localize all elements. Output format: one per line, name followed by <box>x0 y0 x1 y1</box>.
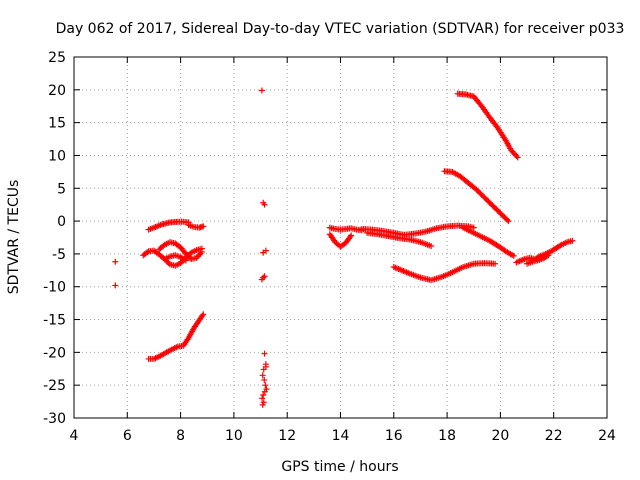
data-point <box>492 204 499 211</box>
data-point <box>165 260 172 267</box>
data-point <box>259 372 266 379</box>
data-point <box>177 260 184 267</box>
grid <box>74 57 607 418</box>
data-point <box>428 243 435 250</box>
data-point <box>261 376 268 383</box>
data-point <box>514 154 521 161</box>
data-point <box>505 218 512 225</box>
data-point <box>260 274 267 281</box>
y-axis-label: SDTVAR / TECUs <box>6 180 22 295</box>
data-point <box>259 401 266 408</box>
data-point <box>181 256 188 263</box>
data-point <box>261 350 268 357</box>
data-point <box>496 208 503 215</box>
data-point <box>494 207 501 214</box>
data-point <box>200 311 207 318</box>
data-point <box>348 232 355 239</box>
data-point <box>485 198 492 205</box>
tick-labels: 4 6 8 10 12 14 16 18 20 22 24 25 20 15 10 5 0 -5 -10 -15 -20… <box>43 50 616 444</box>
data-point <box>260 392 267 399</box>
data-point <box>185 253 192 260</box>
data-point <box>497 210 504 217</box>
data-point <box>480 193 487 200</box>
data-point <box>501 214 508 221</box>
x-tick-label: 10 <box>225 428 243 444</box>
data-point <box>493 206 500 213</box>
x-tick-label: 8 <box>176 428 185 444</box>
y-tick-label: 15 <box>48 116 66 132</box>
data-point <box>478 191 485 198</box>
data-point <box>182 257 189 264</box>
data-point <box>112 258 119 265</box>
x-tick-label: 6 <box>123 428 132 444</box>
data-point <box>500 212 507 219</box>
data-point <box>544 253 551 260</box>
data-point <box>258 87 265 94</box>
data-point <box>504 216 511 223</box>
data-point <box>198 248 205 255</box>
data-point <box>164 258 171 265</box>
data-point <box>470 224 477 231</box>
data-point <box>259 395 266 402</box>
data-point <box>112 282 119 289</box>
x-axis-label: GPS time / hours <box>281 459 398 475</box>
axis-ticks <box>73 56 608 419</box>
x-tick-label: 16 <box>385 428 403 444</box>
y-tick-label: 25 <box>48 50 66 66</box>
data-point <box>510 252 517 259</box>
y-tick-label: -5 <box>52 247 66 263</box>
x-tick-label: 22 <box>545 428 563 444</box>
x-tick-label: 14 <box>332 428 350 444</box>
data-point <box>261 273 268 280</box>
chart-title: Day 062 of 2017, Sidereal Day-to-day VTE… <box>56 21 625 37</box>
data-point <box>481 194 488 201</box>
data-point <box>492 260 499 267</box>
data-point <box>260 399 267 406</box>
data-point <box>262 382 269 389</box>
data-point <box>557 242 564 249</box>
data-point <box>488 201 495 208</box>
data-point <box>476 189 483 196</box>
data-point <box>160 242 167 249</box>
y-tick-label: -25 <box>43 378 66 394</box>
data-point <box>262 363 269 370</box>
data-point <box>473 186 480 193</box>
data-point <box>569 237 576 244</box>
y-tick-label: -15 <box>43 313 66 329</box>
y-tick-label: 10 <box>48 148 66 164</box>
data-point <box>502 215 509 222</box>
data-point <box>261 201 268 208</box>
data-points <box>112 87 576 408</box>
y-tick-label: 20 <box>48 83 66 99</box>
data-point <box>144 249 151 256</box>
data-point <box>486 199 493 206</box>
data-point <box>490 203 497 210</box>
data-point <box>182 250 189 257</box>
data-point <box>200 223 207 230</box>
y-tick-label: 0 <box>57 214 66 230</box>
x-tick-label: 20 <box>491 428 509 444</box>
data-point <box>474 187 481 194</box>
data-point <box>498 211 505 218</box>
data-point <box>477 190 484 197</box>
x-tick-label: 12 <box>278 428 296 444</box>
data-point <box>184 252 191 259</box>
x-tick-label: 4 <box>70 428 79 444</box>
data-point <box>260 249 267 256</box>
x-tick-label: 18 <box>438 428 456 444</box>
data-point <box>482 195 489 202</box>
y-tick-label: -10 <box>43 280 66 296</box>
y-tick-label: -20 <box>43 345 66 361</box>
data-point <box>489 202 496 209</box>
data-point <box>484 197 491 204</box>
x-tick-label: 24 <box>598 428 616 444</box>
data-point <box>545 252 552 259</box>
y-tick-label: -30 <box>43 411 66 427</box>
y-tick-label: 5 <box>57 181 66 197</box>
data-point <box>261 388 268 395</box>
